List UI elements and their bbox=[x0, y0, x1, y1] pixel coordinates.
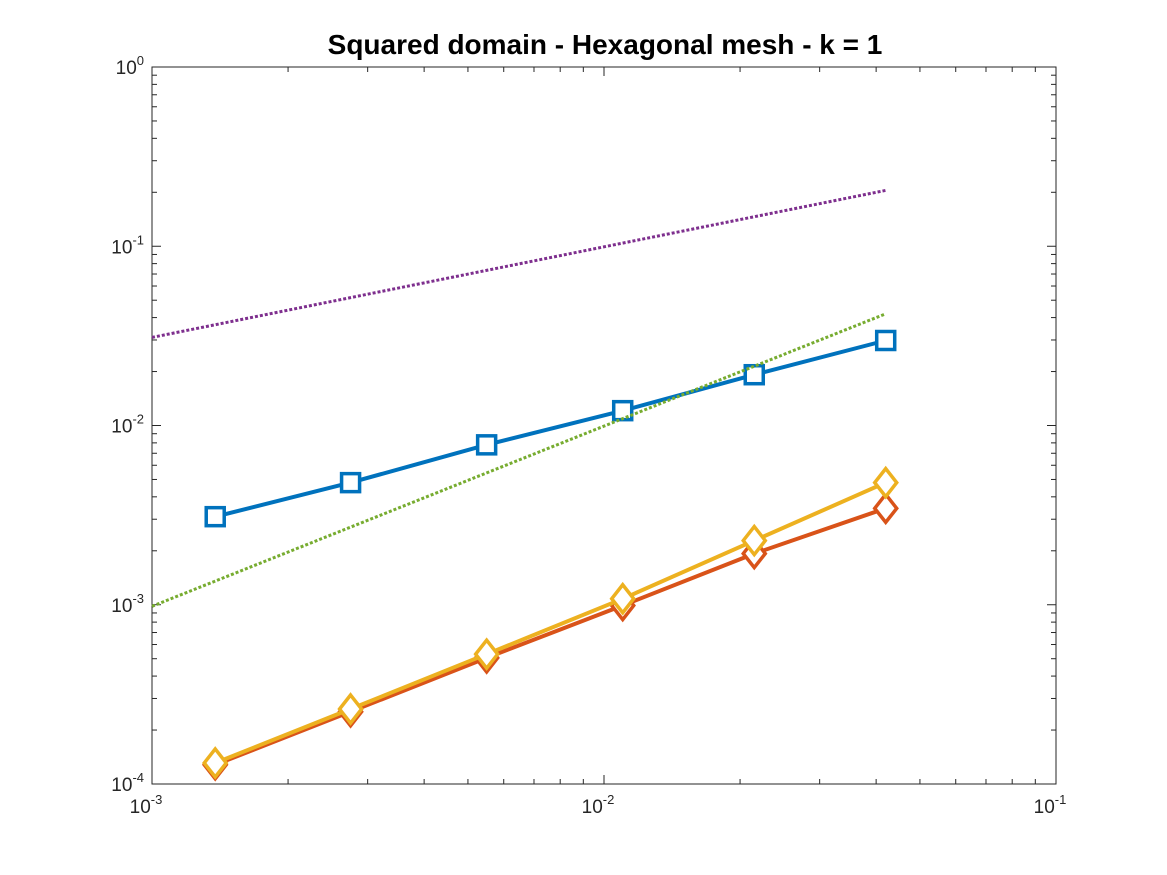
series-5-line bbox=[151, 312, 887, 608]
x-tick-labels: 10-3 10-2 10-1 bbox=[130, 792, 1067, 818]
series-1 bbox=[204, 329, 897, 528]
tick-exponent: 0 bbox=[137, 53, 144, 68]
y-tick-label: 10-3 bbox=[111, 591, 144, 617]
data-point-square bbox=[874, 329, 897, 352]
tick-exponent: -1 bbox=[1055, 792, 1067, 807]
tick-exponent: -3 bbox=[132, 591, 144, 606]
data-point-diamond bbox=[473, 637, 500, 672]
series-layer bbox=[151, 188, 899, 782]
tick-base: 10 bbox=[1034, 797, 1055, 818]
data-point-square bbox=[743, 363, 766, 386]
tick-exponent: -3 bbox=[151, 792, 163, 807]
y-tick-label: 100 bbox=[116, 53, 144, 79]
data-point-diamond bbox=[872, 465, 899, 500]
data-point-diamond bbox=[337, 692, 364, 726]
chart-title: Squared domain - Hexagonal mesh - k = 1 bbox=[328, 29, 883, 60]
x-tick-label: 10-1 bbox=[1034, 792, 1067, 818]
data-point-square bbox=[339, 471, 362, 494]
data-point-square bbox=[204, 505, 226, 528]
tick-base: 10 bbox=[111, 237, 132, 258]
y-tick-label: 10-4 bbox=[111, 770, 144, 796]
tick-base: 10 bbox=[116, 58, 137, 79]
y-tick-label: 10-1 bbox=[111, 232, 144, 258]
tick-base: 10 bbox=[130, 797, 151, 818]
tick-exponent: -2 bbox=[132, 412, 144, 427]
tick-exponent: -1 bbox=[132, 232, 144, 247]
data-point-square bbox=[475, 434, 498, 456]
tick-base: 10 bbox=[111, 417, 132, 438]
series-5 bbox=[151, 312, 887, 608]
minor-ticks bbox=[152, 67, 1056, 784]
tick-base: 10 bbox=[582, 797, 603, 818]
data-point-diamond bbox=[201, 746, 229, 780]
x-tick-label: 10-2 bbox=[582, 792, 615, 818]
tick-base: 10 bbox=[111, 775, 132, 796]
series-2-line bbox=[214, 506, 887, 767]
series-1-line bbox=[214, 338, 887, 519]
series-3-line bbox=[214, 480, 887, 765]
tick-exponent: -4 bbox=[132, 770, 144, 785]
tick-exponent: -2 bbox=[603, 792, 615, 807]
data-point-diamond bbox=[741, 523, 768, 558]
x-tick-label: 10-3 bbox=[130, 792, 163, 818]
tick-base: 10 bbox=[111, 596, 132, 617]
y-tick-label: 10-2 bbox=[111, 412, 144, 438]
data-point-square bbox=[611, 399, 634, 422]
data-point-diamond bbox=[872, 491, 899, 526]
data-point-diamond bbox=[609, 581, 636, 616]
series-3 bbox=[201, 465, 899, 780]
